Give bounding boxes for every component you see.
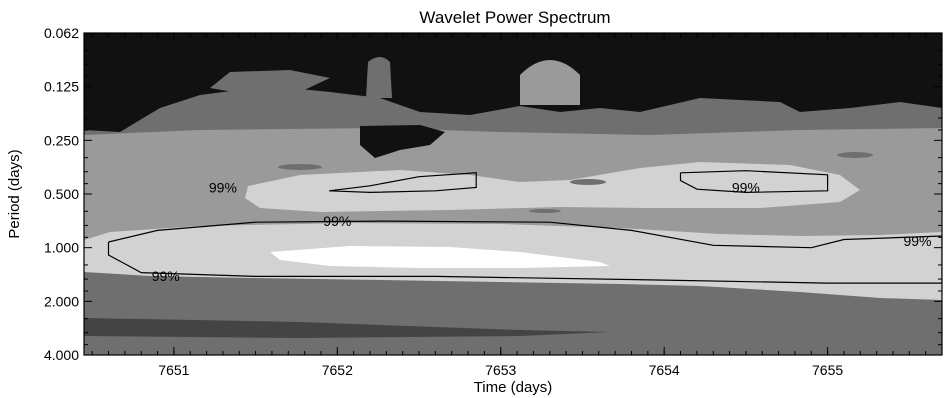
y-tick-label: 0.125	[44, 79, 79, 95]
power-spot-4	[529, 209, 561, 213]
x-tick-label: 7653	[485, 362, 516, 378]
y-tick-label: 1.000	[44, 240, 79, 256]
power-spot-3	[837, 152, 873, 158]
contour-label: 99%	[732, 180, 760, 196]
contour-label: 99%	[209, 180, 237, 196]
x-tick-label: 7652	[322, 362, 353, 378]
x-tick-label: 7654	[649, 362, 680, 378]
contour-label: 99%	[903, 233, 931, 249]
power-region-high	[84, 33, 942, 132]
x-axis-title: Time (days)	[474, 379, 553, 396]
y-tick-label: 4.000	[44, 347, 79, 363]
x-tick-label: 7655	[812, 362, 843, 378]
y-tick-label: 0.062	[44, 25, 79, 41]
significance-contour-line	[107, 220, 942, 284]
power-spot-1	[278, 164, 322, 170]
y-axis: 0.062 0.125 0.250 0.500 1.000 2.000 4.000	[44, 25, 942, 363]
significance-contour-line	[679, 170, 829, 194]
y-tick-label: 0.500	[44, 186, 79, 202]
significance-contour-line	[329, 172, 477, 194]
y-tick-label: 2.000	[44, 293, 79, 309]
y-axis-title: Period (days)	[6, 149, 23, 238]
power-spot-2	[570, 179, 606, 185]
plot-area: 99% 99% 99% 99% 99%	[84, 33, 942, 355]
power-region-high-patch	[360, 125, 445, 158]
power-region-mid-patch-3	[366, 57, 392, 98]
contour-label: 99%	[323, 213, 351, 229]
x-tick-label: 7651	[158, 362, 189, 378]
power-contour-fills	[84, 33, 942, 355]
x-axis: 7651 7652 7653 7654 7655	[91, 33, 943, 378]
power-region-mid-patch-1	[210, 70, 330, 95]
contour-label: 99%	[152, 268, 180, 284]
power-region-lowest-band	[84, 318, 610, 338]
y-tick-label: 0.250	[44, 132, 79, 148]
significance-contours: 99% 99% 99% 99% 99%	[107, 170, 942, 284]
chart-title: Wavelet Power Spectrum	[419, 8, 610, 27]
power-region-highest	[270, 246, 610, 268]
power-region-mid-patch-2	[520, 60, 580, 105]
power-region-light-upper	[245, 162, 860, 212]
